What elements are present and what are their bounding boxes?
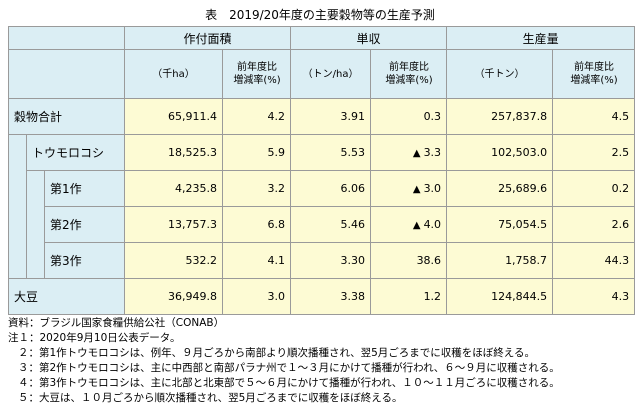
unit-header-row: （千ha） 前年度比 増減率(%) （トン/ha） 前年度比 増減率(%) （千トン… bbox=[7, 49, 636, 99]
area-change: 3.2 bbox=[222, 170, 292, 207]
row-label: 第3作 bbox=[43, 242, 126, 279]
ratio-header-area: 前年度比 増減率(%) bbox=[222, 49, 292, 99]
production-value: 75,054.5 bbox=[446, 206, 554, 243]
corner-cell bbox=[7, 26, 126, 50]
yield-value: 3.30 bbox=[290, 242, 372, 279]
group-header-production: 生産量 bbox=[446, 26, 636, 50]
row-label: トウモロコシ bbox=[25, 134, 126, 171]
yield-value: 6.06 bbox=[290, 170, 372, 207]
footnotes: 資料：ブラジル国家食糧供給公社（CONAB） 注１：2020年9月10日公表デー… bbox=[8, 316, 636, 406]
ratio-header-yield: 前年度比 増減率(%) bbox=[370, 49, 448, 99]
table-row: 穀物合計 65,911.4 4.2 3.91 0.3 257,837.8 4.5 bbox=[7, 98, 636, 135]
indent-cell bbox=[26, 170, 45, 207]
production-change: 44.3 bbox=[552, 242, 636, 279]
group-header-area: 作付面積 bbox=[124, 26, 292, 50]
area-value: 36,949.8 bbox=[124, 278, 224, 315]
production-change: 4.3 bbox=[552, 278, 636, 315]
area-change: 6.8 bbox=[222, 206, 292, 243]
yield-change: ▲ 3.3 bbox=[370, 134, 448, 171]
negative-marker: ▲ bbox=[412, 220, 421, 231]
note-4: ４：第3作トウモロコシは、主に北部と北東部で５～６月にかけて播種が行われ、１０～… bbox=[18, 377, 560, 389]
row-label: 大豆 bbox=[7, 278, 126, 315]
indent-cell bbox=[8, 242, 27, 279]
yield-change: ▲ 4.0 bbox=[370, 206, 448, 243]
row-label: 穀物合計 bbox=[7, 98, 126, 135]
table-row: トウモロコシ 18,525.3 5.9 5.53 ▲ 3.3 102,503.0 … bbox=[8, 134, 636, 171]
production-change: 0.2 bbox=[552, 170, 636, 207]
area-value: 65,911.4 bbox=[124, 98, 224, 135]
yield-value: 3.38 bbox=[290, 278, 372, 315]
ratio-header-production: 前年度比 増減率(%) bbox=[552, 49, 636, 99]
table-row: 大豆 36,949.8 3.0 3.38 1.2 124,844.5 4.3 bbox=[7, 278, 636, 315]
production-change: 4.5 bbox=[552, 98, 636, 135]
unit-production: （千トン） bbox=[446, 49, 554, 99]
yield-value: 5.46 bbox=[290, 206, 372, 243]
source-note: 資料：ブラジル国家食糧供給公社（CONAB） bbox=[8, 317, 225, 329]
table-title: 表 2019/20年度の主要穀物等の生産予測 bbox=[205, 8, 435, 22]
table-row: 第1作 4,235.8 3.2 6.06 ▲ 3.0 25,689.6 0.2 bbox=[8, 170, 636, 207]
unit-yield: （トン/ha） bbox=[290, 49, 372, 99]
unit-area: （千ha） bbox=[124, 49, 224, 99]
indent-cell bbox=[26, 242, 45, 279]
production-value: 1,758.7 bbox=[446, 242, 554, 279]
note-3: ３：第2作トウモロコシは、主に中西部と南部パラナ州で１～３月にかけて播種が行われ… bbox=[18, 362, 560, 374]
indent-cell bbox=[26, 206, 45, 243]
area-value: 4,235.8 bbox=[124, 170, 224, 207]
area-change: 4.2 bbox=[222, 98, 292, 135]
production-change: 2.6 bbox=[552, 206, 636, 243]
group-header-row: 作付面積 単収 生産量 bbox=[7, 26, 636, 50]
yield-value: 5.53 bbox=[290, 134, 372, 171]
production-forecast-table: 作付面積 単収 生産量 （千ha） 前年度比 増減率(%) （トン/ha） 前年度… bbox=[7, 26, 636, 315]
indent-cell bbox=[8, 206, 27, 243]
indent-cell bbox=[8, 134, 27, 171]
table-row: 第2作 13,757.3 6.8 5.46 ▲ 4.0 75,054.5 2.6 bbox=[8, 206, 636, 243]
production-value: 257,837.8 bbox=[446, 98, 554, 135]
note-5: ５：大豆は、１０月ごろから順次播種され、翌5月ごろまでに収穫をほぼ終える。 bbox=[18, 392, 403, 404]
row-label: 第1作 bbox=[43, 170, 126, 207]
production-value: 25,689.6 bbox=[446, 170, 554, 207]
indent-cell bbox=[8, 170, 27, 207]
area-change: 5.9 bbox=[222, 134, 292, 171]
corner-cell-2 bbox=[7, 49, 126, 99]
table-row: 第3作 532.2 4.1 3.30 38.6 1,758.7 44.3 bbox=[8, 242, 636, 279]
production-value: 124,844.5 bbox=[446, 278, 554, 315]
yield-value: 3.91 bbox=[290, 98, 372, 135]
negative-marker: ▲ bbox=[412, 148, 421, 159]
production-change: 2.5 bbox=[552, 134, 636, 171]
area-value: 13,757.3 bbox=[124, 206, 224, 243]
yield-change: ▲ 3.0 bbox=[370, 170, 448, 207]
yield-change: 1.2 bbox=[370, 278, 448, 315]
area-change: 3.0 bbox=[222, 278, 292, 315]
negative-marker: ▲ bbox=[412, 184, 421, 195]
note-1: 注１：2020年9月10日公表データ。 bbox=[8, 332, 181, 344]
yield-change: 38.6 bbox=[370, 242, 448, 279]
row-label: 第2作 bbox=[43, 206, 126, 243]
yield-change: 0.3 bbox=[370, 98, 448, 135]
note-2: ２：第1作トウモロコシは、例年、９月ごろから南部より順次播種され、翌5月ごろまで… bbox=[18, 347, 535, 359]
area-change: 4.1 bbox=[222, 242, 292, 279]
production-value: 102,503.0 bbox=[446, 134, 554, 171]
group-header-yield: 単収 bbox=[290, 26, 448, 50]
area-value: 18,525.3 bbox=[124, 134, 224, 171]
area-value: 532.2 bbox=[124, 242, 224, 279]
